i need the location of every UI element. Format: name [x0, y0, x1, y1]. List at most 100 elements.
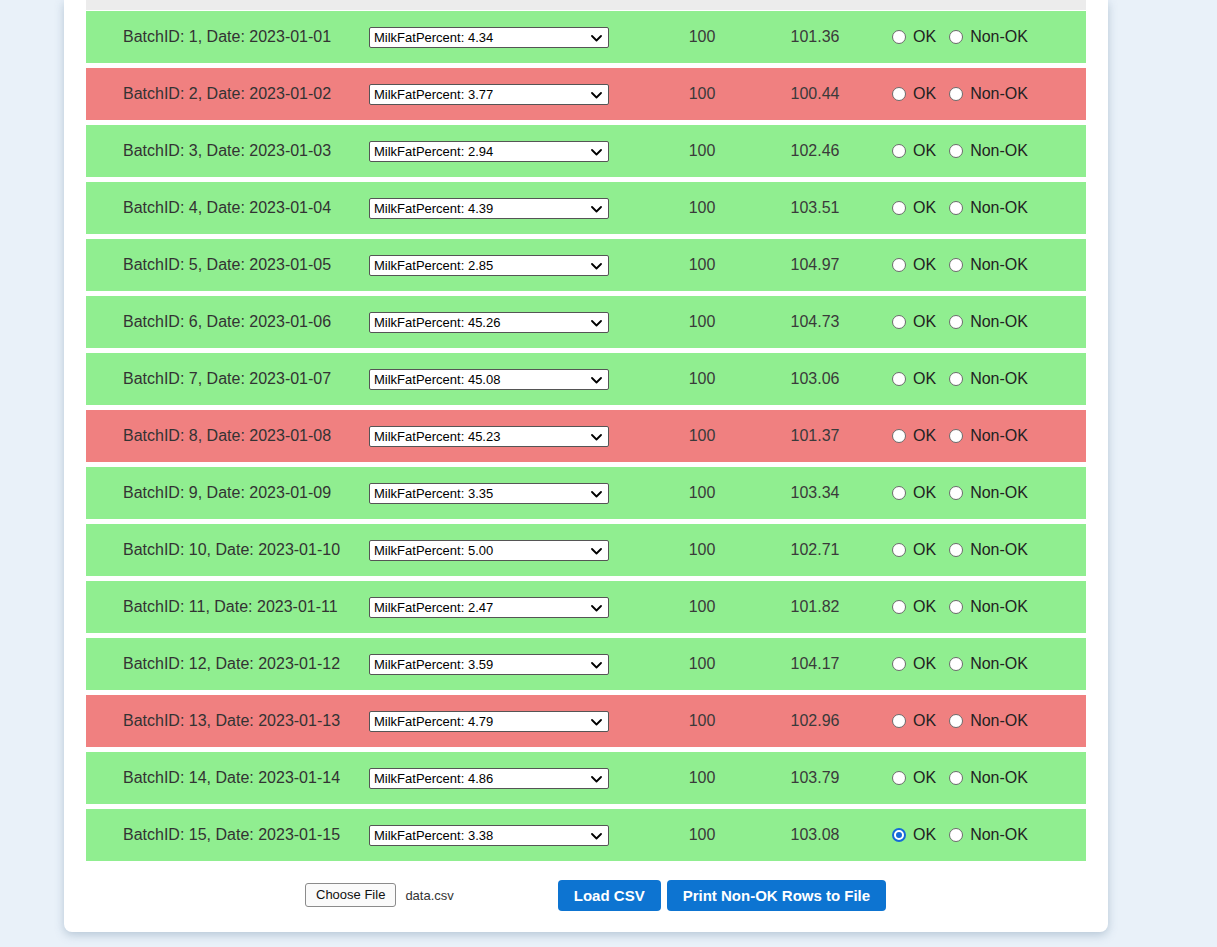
ok-label[interactable]: OK	[913, 826, 936, 844]
non-ok-label[interactable]: Non-OK	[970, 199, 1028, 217]
non-ok-radio[interactable]	[949, 771, 963, 785]
ok-radio[interactable]	[892, 486, 906, 500]
ok-label[interactable]: OK	[913, 370, 936, 388]
non-ok-label[interactable]: Non-OK	[970, 313, 1028, 331]
milkfat-select[interactable]: MilkFatPercent: 45.08	[369, 369, 609, 390]
non-ok-radio[interactable]	[949, 600, 963, 614]
non-ok-label[interactable]: Non-OK	[970, 370, 1028, 388]
select-cell: MilkFatPercent: 4.39	[369, 198, 611, 219]
select-cell: MilkFatPercent: 4.79	[369, 711, 611, 732]
non-ok-label[interactable]: Non-OK	[970, 28, 1028, 46]
non-ok-radio[interactable]	[949, 30, 963, 44]
milkfat-select-wrap: MilkFatPercent: 4.79	[369, 711, 609, 732]
ok-radio[interactable]	[892, 87, 906, 101]
ok-radio[interactable]	[892, 429, 906, 443]
non-ok-radio[interactable]	[949, 87, 963, 101]
non-ok-radio[interactable]	[949, 144, 963, 158]
ok-label[interactable]: OK	[913, 28, 936, 46]
non-ok-radio[interactable]	[949, 258, 963, 272]
batch-label: BatchID: 15, Date: 2023-01-15	[86, 826, 369, 844]
milkfat-select[interactable]: MilkFatPercent: 3.35	[369, 483, 609, 504]
ok-label[interactable]: OK	[913, 142, 936, 160]
ok-radio[interactable]	[892, 714, 906, 728]
ok-radio[interactable]	[892, 657, 906, 671]
ok-radio[interactable]	[892, 201, 906, 215]
ok-radio[interactable]	[892, 30, 906, 44]
batch-row: BatchID: 4, Date: 2023-01-04 MilkFatPerc…	[86, 182, 1086, 234]
non-ok-label[interactable]: Non-OK	[970, 712, 1028, 730]
ok-label[interactable]: OK	[913, 598, 936, 616]
ok-radio[interactable]	[892, 372, 906, 386]
non-ok-label[interactable]: Non-OK	[970, 655, 1028, 673]
main-card: BatchID: 1, Date: 2023-01-01 MilkFatPerc…	[64, 0, 1108, 932]
milkfat-select-wrap: MilkFatPercent: 2.94	[369, 141, 609, 162]
non-ok-label[interactable]: Non-OK	[970, 484, 1028, 502]
milkfat-select[interactable]: MilkFatPercent: 2.94	[369, 141, 609, 162]
ok-radio[interactable]	[892, 258, 906, 272]
milkfat-select[interactable]: MilkFatPercent: 3.38	[369, 825, 609, 846]
non-ok-radio[interactable]	[949, 714, 963, 728]
milkfat-select[interactable]: MilkFatPercent: 4.86	[369, 768, 609, 789]
ok-label[interactable]: OK	[913, 427, 936, 445]
non-ok-radio[interactable]	[949, 486, 963, 500]
milkfat-select[interactable]: MilkFatPercent: 5.00	[369, 540, 609, 561]
non-ok-radio[interactable]	[949, 372, 963, 386]
ok-radio[interactable]	[892, 315, 906, 329]
milkfat-select[interactable]: MilkFatPercent: 45.23	[369, 426, 609, 447]
batch-row: BatchID: 3, Date: 2023-01-03 MilkFatPerc…	[86, 125, 1086, 177]
print-nonok-button[interactable]: Print Non-OK Rows to File	[667, 880, 887, 911]
ok-label[interactable]: OK	[913, 313, 936, 331]
ok-radio[interactable]	[892, 543, 906, 557]
select-cell: MilkFatPercent: 3.35	[369, 483, 611, 504]
status-radio-group: OK Non-OK	[837, 826, 1086, 844]
non-ok-label[interactable]: Non-OK	[970, 541, 1028, 559]
non-ok-label[interactable]: Non-OK	[970, 256, 1028, 274]
ok-label[interactable]: OK	[913, 541, 936, 559]
ok-label[interactable]: OK	[913, 199, 936, 217]
non-ok-label[interactable]: Non-OK	[970, 826, 1028, 844]
non-ok-label[interactable]: Non-OK	[970, 142, 1028, 160]
choose-file-button[interactable]: Choose File	[305, 883, 396, 907]
milkfat-select[interactable]: MilkFatPercent: 2.85	[369, 255, 609, 276]
non-ok-radio[interactable]	[949, 315, 963, 329]
milkfat-select[interactable]: MilkFatPercent: 3.77	[369, 84, 609, 105]
non-ok-label[interactable]: Non-OK	[970, 598, 1028, 616]
milkfat-select-wrap: MilkFatPercent: 45.08	[369, 369, 609, 390]
ok-radio[interactable]	[892, 771, 906, 785]
select-cell: MilkFatPercent: 2.47	[369, 597, 611, 618]
non-ok-radio[interactable]	[949, 201, 963, 215]
ok-label[interactable]: OK	[913, 256, 936, 274]
target-value: 100	[611, 655, 793, 673]
file-input[interactable]: Choose File data.csv	[305, 883, 454, 907]
status-radio-group: OK Non-OK	[837, 541, 1086, 559]
non-ok-radio[interactable]	[949, 657, 963, 671]
ok-radio[interactable]	[892, 828, 906, 842]
non-ok-label[interactable]: Non-OK	[970, 769, 1028, 787]
milkfat-select[interactable]: MilkFatPercent: 4.79	[369, 711, 609, 732]
non-ok-label[interactable]: Non-OK	[970, 427, 1028, 445]
measured-value: 101.82	[793, 598, 837, 616]
milkfat-select[interactable]: MilkFatPercent: 4.34	[369, 27, 609, 48]
ok-label[interactable]: OK	[913, 769, 936, 787]
load-csv-button[interactable]: Load CSV	[558, 880, 661, 911]
non-ok-label[interactable]: Non-OK	[970, 85, 1028, 103]
milkfat-select[interactable]: MilkFatPercent: 2.47	[369, 597, 609, 618]
ok-label[interactable]: OK	[913, 712, 936, 730]
batch-row: BatchID: 13, Date: 2023-01-13 MilkFatPer…	[86, 695, 1086, 747]
milkfat-select-wrap: MilkFatPercent: 4.86	[369, 768, 609, 789]
milkfat-select-wrap: MilkFatPercent: 2.47	[369, 597, 609, 618]
milkfat-select[interactable]: MilkFatPercent: 3.59	[369, 654, 609, 675]
ok-radio[interactable]	[892, 600, 906, 614]
ok-label[interactable]: OK	[913, 484, 936, 502]
milkfat-select[interactable]: MilkFatPercent: 4.39	[369, 198, 609, 219]
non-ok-radio[interactable]	[949, 828, 963, 842]
ok-label[interactable]: OK	[913, 85, 936, 103]
non-ok-radio[interactable]	[949, 543, 963, 557]
milkfat-select[interactable]: MilkFatPercent: 45.26	[369, 312, 609, 333]
ok-radio[interactable]	[892, 144, 906, 158]
select-cell: MilkFatPercent: 45.08	[369, 369, 611, 390]
non-ok-radio[interactable]	[949, 429, 963, 443]
status-radio-group: OK Non-OK	[837, 655, 1086, 673]
ok-label[interactable]: OK	[913, 655, 936, 673]
target-value: 100	[611, 256, 793, 274]
